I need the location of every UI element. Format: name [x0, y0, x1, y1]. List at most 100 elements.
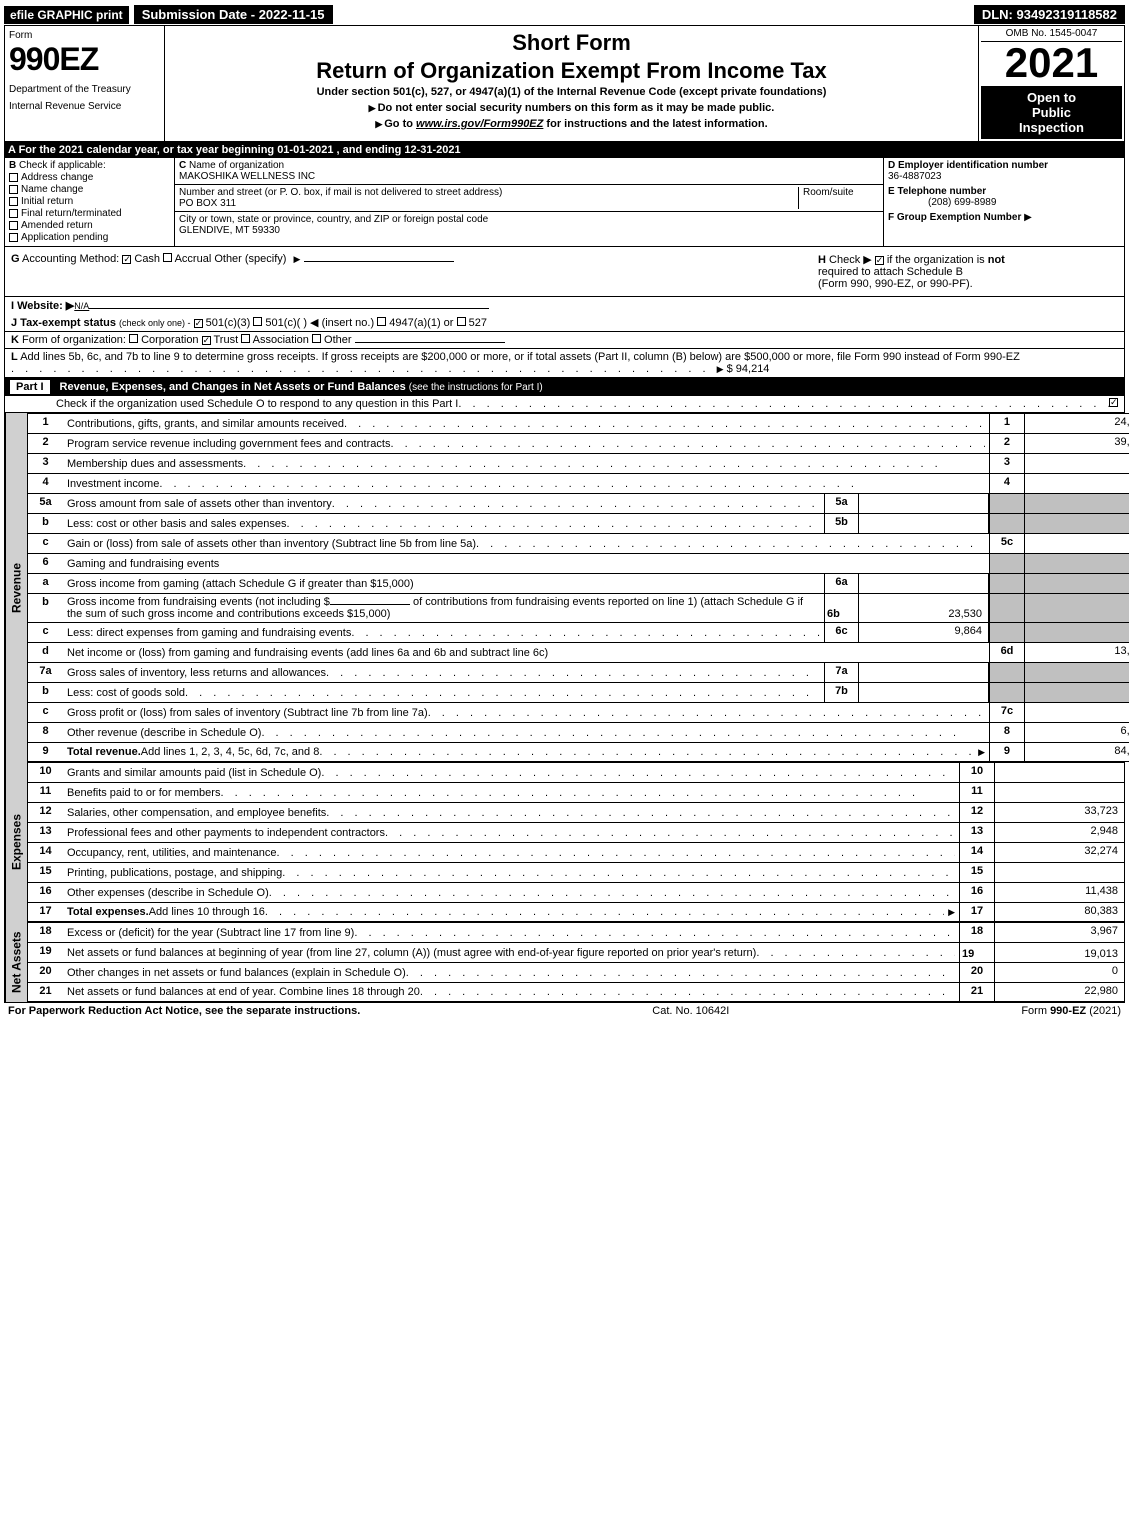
- acct-method-label: Accounting Method:: [22, 253, 119, 265]
- line-5c-rn: 5c: [989, 534, 1024, 553]
- other-label: Other (specify): [214, 253, 286, 265]
- line-6c-sv: 9,864: [859, 623, 989, 642]
- line-5b: bLess: cost or other basis and sales exp…: [27, 513, 1129, 533]
- checkbox-trust[interactable]: [202, 336, 211, 345]
- line-6a-sv: [859, 574, 989, 593]
- addr-val: PO BOX 311: [179, 198, 236, 209]
- checkbox-other-org[interactable]: [312, 334, 321, 343]
- j-501c3: 501(c)(3): [206, 317, 251, 329]
- line-9-desc-bold: Total revenue.: [67, 746, 141, 758]
- checkbox-schedule-b[interactable]: [875, 256, 884, 265]
- checkbox-application-pending[interactable]: [9, 233, 18, 242]
- address-row: Number and street (or P. O. box, if mail…: [175, 185, 883, 212]
- room-label: Room/suite: [799, 187, 879, 209]
- line-20-desc: Other changes in net assets or fund bala…: [67, 967, 406, 979]
- line-20-num: 20: [28, 963, 63, 982]
- line-7a-sv: [859, 663, 989, 682]
- checkbox-accrual[interactable]: [163, 253, 172, 262]
- ein-val: 36-4887023: [888, 171, 941, 182]
- checkbox-amended-return[interactable]: [9, 221, 18, 230]
- line-7b-desc: Less: cost of goods sold: [67, 687, 185, 699]
- line-6c-num: c: [28, 623, 63, 642]
- line-8: 8Other revenue (describe in Schedule O)8…: [27, 722, 1129, 742]
- line-6a-val-shaded: [1024, 574, 1129, 593]
- opt-amended-return: Amended return: [21, 220, 93, 231]
- checkbox-501c[interactable]: [253, 317, 262, 326]
- line-10-rn: 10: [959, 763, 994, 782]
- line-18: 18Excess or (deficit) for the year (Subt…: [27, 922, 1125, 942]
- line-12-rn: 12: [959, 803, 994, 822]
- part1-label: Part I: [10, 380, 50, 394]
- line-11-val: [994, 783, 1124, 802]
- open-line2: Public: [985, 105, 1118, 120]
- j-4947: 4947(a)(1) or: [389, 317, 453, 329]
- checkbox-527[interactable]: [457, 317, 466, 326]
- line-6b-sn: 6b: [824, 594, 859, 622]
- line-6c-desc: Less: direct expenses from gaming and fu…: [67, 627, 351, 639]
- line-6b-rn-shaded: [989, 594, 1024, 622]
- line-5b-sn: 5b: [824, 514, 859, 533]
- line-6c: c Less: direct expenses from gaming and f…: [27, 622, 1129, 642]
- line-6a-num: a: [28, 574, 63, 593]
- line-20-val: 0: [994, 963, 1124, 982]
- line-17-desc2: Add lines 10 through 16: [149, 906, 265, 918]
- line-12-desc: Salaries, other compensation, and employ…: [67, 807, 326, 819]
- line-5b-sv: [859, 514, 989, 533]
- checkbox-cash[interactable]: [122, 255, 131, 264]
- checkbox-address-change[interactable]: [9, 173, 18, 182]
- line-4-val: [1024, 474, 1129, 493]
- org-name-row: C Name of organization MAKOSHIKA WELLNES…: [175, 158, 883, 185]
- h-label: H: [818, 254, 826, 266]
- line-6b-sv: 23,530: [859, 594, 989, 622]
- checkbox-association[interactable]: [241, 334, 250, 346]
- b-check-if: Check if applicable:: [19, 160, 106, 171]
- line-8-desc: Other revenue (describe in Schedule O): [67, 727, 261, 739]
- section-c: C Name of organization MAKOSHIKA WELLNES…: [175, 158, 884, 246]
- j-sub: (check only one) -: [119, 318, 191, 328]
- opt-address-change: Address change: [21, 172, 93, 183]
- line-1-num: 1: [28, 414, 63, 433]
- line-21-desc: Net assets or fund balances at end of ye…: [67, 986, 420, 998]
- line-5c: cGain or (loss) from sale of assets othe…: [27, 533, 1129, 553]
- city-row: City or town, state or province, country…: [175, 212, 883, 238]
- line-18-desc: Excess or (deficit) for the year (Subtra…: [67, 927, 354, 939]
- section-b: B Check if applicable: Address change Na…: [5, 158, 175, 246]
- part1-check-row: Check if the organization used Schedule …: [4, 396, 1125, 413]
- line-15-rn: 15: [959, 863, 994, 882]
- goto-pre: Go to: [384, 118, 416, 130]
- checkbox-501c3[interactable]: [194, 319, 203, 328]
- name-label: Name of organization: [189, 160, 284, 171]
- line-12-num: 12: [28, 803, 63, 822]
- line-19-rn: 19: [959, 943, 994, 962]
- checkbox-final-return[interactable]: [9, 209, 18, 218]
- line-1-rn: 1: [989, 414, 1024, 433]
- line-7b: bLess: cost of goods sold7b: [27, 682, 1129, 702]
- checkbox-4947[interactable]: [377, 317, 386, 326]
- subtitle: Under section 501(c), 527, or 4947(a)(1)…: [169, 86, 974, 98]
- checkbox-name-change[interactable]: [9, 185, 18, 194]
- checkbox-schedule-o[interactable]: [1109, 398, 1118, 407]
- line-2: 2Program service revenue including gover…: [27, 433, 1129, 453]
- part1-title: Revenue, Expenses, and Changes in Net As…: [60, 381, 543, 393]
- line-7a-desc: Gross sales of inventory, less returns a…: [67, 667, 326, 679]
- line-14: 14Occupancy, rent, utilities, and mainte…: [27, 842, 1125, 862]
- l-label: L: [11, 351, 18, 363]
- opt-final-return: Final return/terminated: [21, 208, 122, 219]
- irs-link[interactable]: www.irs.gov/Form990EZ: [416, 118, 543, 130]
- line-6a-rn-shaded: [989, 574, 1024, 593]
- line-17: 17Total expenses. Add lines 10 through 1…: [27, 902, 1125, 922]
- checkbox-initial-return[interactable]: [9, 197, 18, 206]
- open-inspection: Open to Public Inspection: [981, 86, 1122, 139]
- line-1-val: 24,252: [1024, 414, 1129, 433]
- expenses-section: Expenses 10Grants and similar amounts pa…: [4, 762, 1125, 922]
- line-10: 10Grants and similar amounts paid (list …: [27, 762, 1125, 782]
- footer: For Paperwork Reduction Act Notice, see …: [4, 1002, 1125, 1019]
- expenses-side-label: Expenses: [5, 762, 27, 922]
- checkbox-corporation[interactable]: [129, 334, 138, 343]
- open-line1: Open to: [985, 90, 1118, 105]
- j-insert: ◀ (insert no.): [310, 317, 374, 329]
- revenue-section: Revenue 1Contributions, gifts, grants, a…: [4, 413, 1125, 762]
- line-9: 9Total revenue. Add lines 1, 2, 3, 4, 5c…: [27, 742, 1129, 762]
- section-l: L Add lines 5b, 6c, and 7b to line 9 to …: [4, 349, 1125, 378]
- line-5b-rn-shaded: [989, 514, 1024, 533]
